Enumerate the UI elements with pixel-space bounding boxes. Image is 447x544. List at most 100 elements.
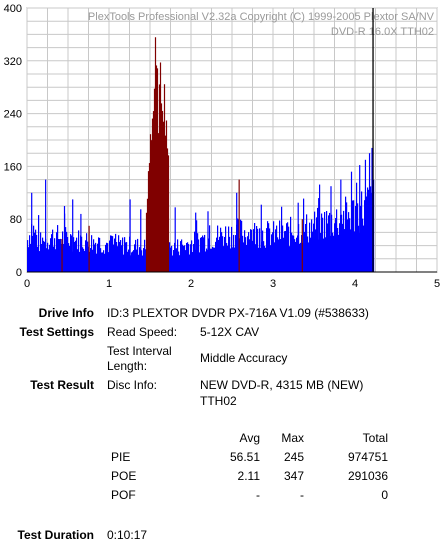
pie-bar	[344, 229, 346, 272]
result-poe-avg: 2.11	[237, 469, 260, 483]
poe-bar	[164, 135, 167, 272]
pie-bar	[200, 237, 202, 272]
pie-bar	[368, 189, 370, 272]
pie-bar	[227, 245, 229, 272]
pie-bar	[295, 241, 297, 272]
pie-bar	[111, 235, 113, 272]
pie-spike	[236, 192, 238, 272]
drive-info-label: Drive Info	[38, 306, 94, 320]
pie-spike	[174, 207, 176, 272]
pie-bar	[121, 245, 123, 272]
pie-bar	[118, 235, 120, 272]
pie-bar	[124, 237, 126, 272]
pie-bar	[97, 243, 99, 272]
pie-bar	[283, 237, 285, 272]
pie-bar	[292, 235, 294, 272]
pie-bar	[222, 236, 224, 272]
pie-spike	[340, 179, 342, 272]
y-tick-label: 160	[4, 161, 22, 173]
pie-bar	[139, 247, 141, 272]
pie-bar	[356, 182, 358, 272]
pie-spike	[371, 147, 373, 272]
pie-bar	[48, 249, 50, 272]
poe-bar	[149, 134, 152, 272]
pie-bar	[355, 205, 357, 272]
pie-bar	[188, 244, 190, 272]
x-tick-label: 2	[188, 278, 194, 290]
pie-bar	[291, 232, 293, 272]
pie-bar	[240, 219, 242, 272]
pie-bar	[37, 246, 39, 272]
pie-bar	[339, 223, 341, 272]
disc-info-value-line-2: TTH02	[200, 394, 237, 408]
header-total: Total	[362, 431, 388, 445]
pie-bar	[204, 234, 206, 272]
pie-bar	[84, 251, 86, 272]
pie-bar	[296, 237, 298, 272]
pie-bar	[310, 237, 312, 272]
pie-bar	[114, 238, 116, 272]
x-tick-label: 3	[270, 278, 276, 290]
pie-bar	[99, 237, 101, 272]
pie-bar	[35, 229, 37, 272]
pie-spike	[368, 153, 371, 272]
pie-bar	[213, 247, 215, 272]
pie-bar	[116, 242, 118, 272]
pie-bar	[179, 255, 181, 272]
pie-bar	[350, 229, 352, 272]
pie-bar	[65, 227, 67, 272]
pie-spike	[318, 198, 320, 272]
chart-watermark-line-2: DVD-R 16.0X TTH02	[331, 26, 434, 38]
pie-spike	[260, 204, 262, 272]
pie-bar	[138, 254, 140, 272]
pie-bar	[135, 239, 137, 272]
pie-bar	[271, 234, 273, 272]
pie-bar	[242, 235, 244, 272]
pie-bar	[361, 191, 363, 272]
pie-bar	[75, 240, 77, 272]
result-pie-avg: 56.51	[229, 450, 260, 464]
pie-bar	[100, 248, 102, 272]
pie-bar	[250, 229, 252, 272]
pie-bar	[245, 237, 247, 272]
pie-bar	[58, 239, 60, 272]
test-interval-value: Middle Accuracy	[200, 351, 288, 365]
pie-bar	[255, 244, 257, 272]
pie-bar	[279, 220, 281, 272]
pie-bar	[76, 237, 78, 272]
pie-bar	[46, 248, 48, 272]
pie-bar	[357, 203, 359, 272]
pie-bar	[299, 243, 301, 272]
pie-bar	[289, 246, 291, 272]
pie-bar	[321, 213, 323, 272]
test-interval-label-line-2: Length:	[107, 359, 148, 373]
pie-bar	[313, 223, 315, 272]
pie-bar	[180, 241, 182, 272]
pie-bar	[228, 226, 230, 272]
pie-bar	[224, 236, 226, 272]
pie-bar	[246, 244, 248, 272]
pie-bar	[202, 235, 204, 272]
pie-bar	[278, 239, 280, 272]
pie-bar	[181, 239, 183, 272]
pie-bar	[348, 212, 350, 272]
pie-bar	[243, 242, 245, 272]
pie-bar	[110, 235, 112, 272]
pie-bar	[315, 229, 317, 272]
pie-bar	[281, 206, 283, 272]
pie-bar	[50, 238, 52, 272]
result-row-label-pof: POF	[111, 488, 136, 502]
pie-bar	[287, 222, 289, 272]
pie-bar	[42, 237, 44, 272]
pie-bar	[194, 231, 196, 272]
pie-spike	[330, 186, 332, 272]
pie-bar	[27, 240, 29, 272]
poe-bar	[165, 120, 168, 272]
pie-bar	[109, 240, 111, 272]
pie-bar	[209, 225, 211, 272]
pie-bar	[293, 235, 295, 272]
pie-bar	[300, 242, 302, 272]
pie-bar	[172, 255, 174, 272]
pie-bar	[334, 223, 336, 272]
y-axis-tick-labels: 0 80 160 240 320 400	[4, 3, 22, 279]
